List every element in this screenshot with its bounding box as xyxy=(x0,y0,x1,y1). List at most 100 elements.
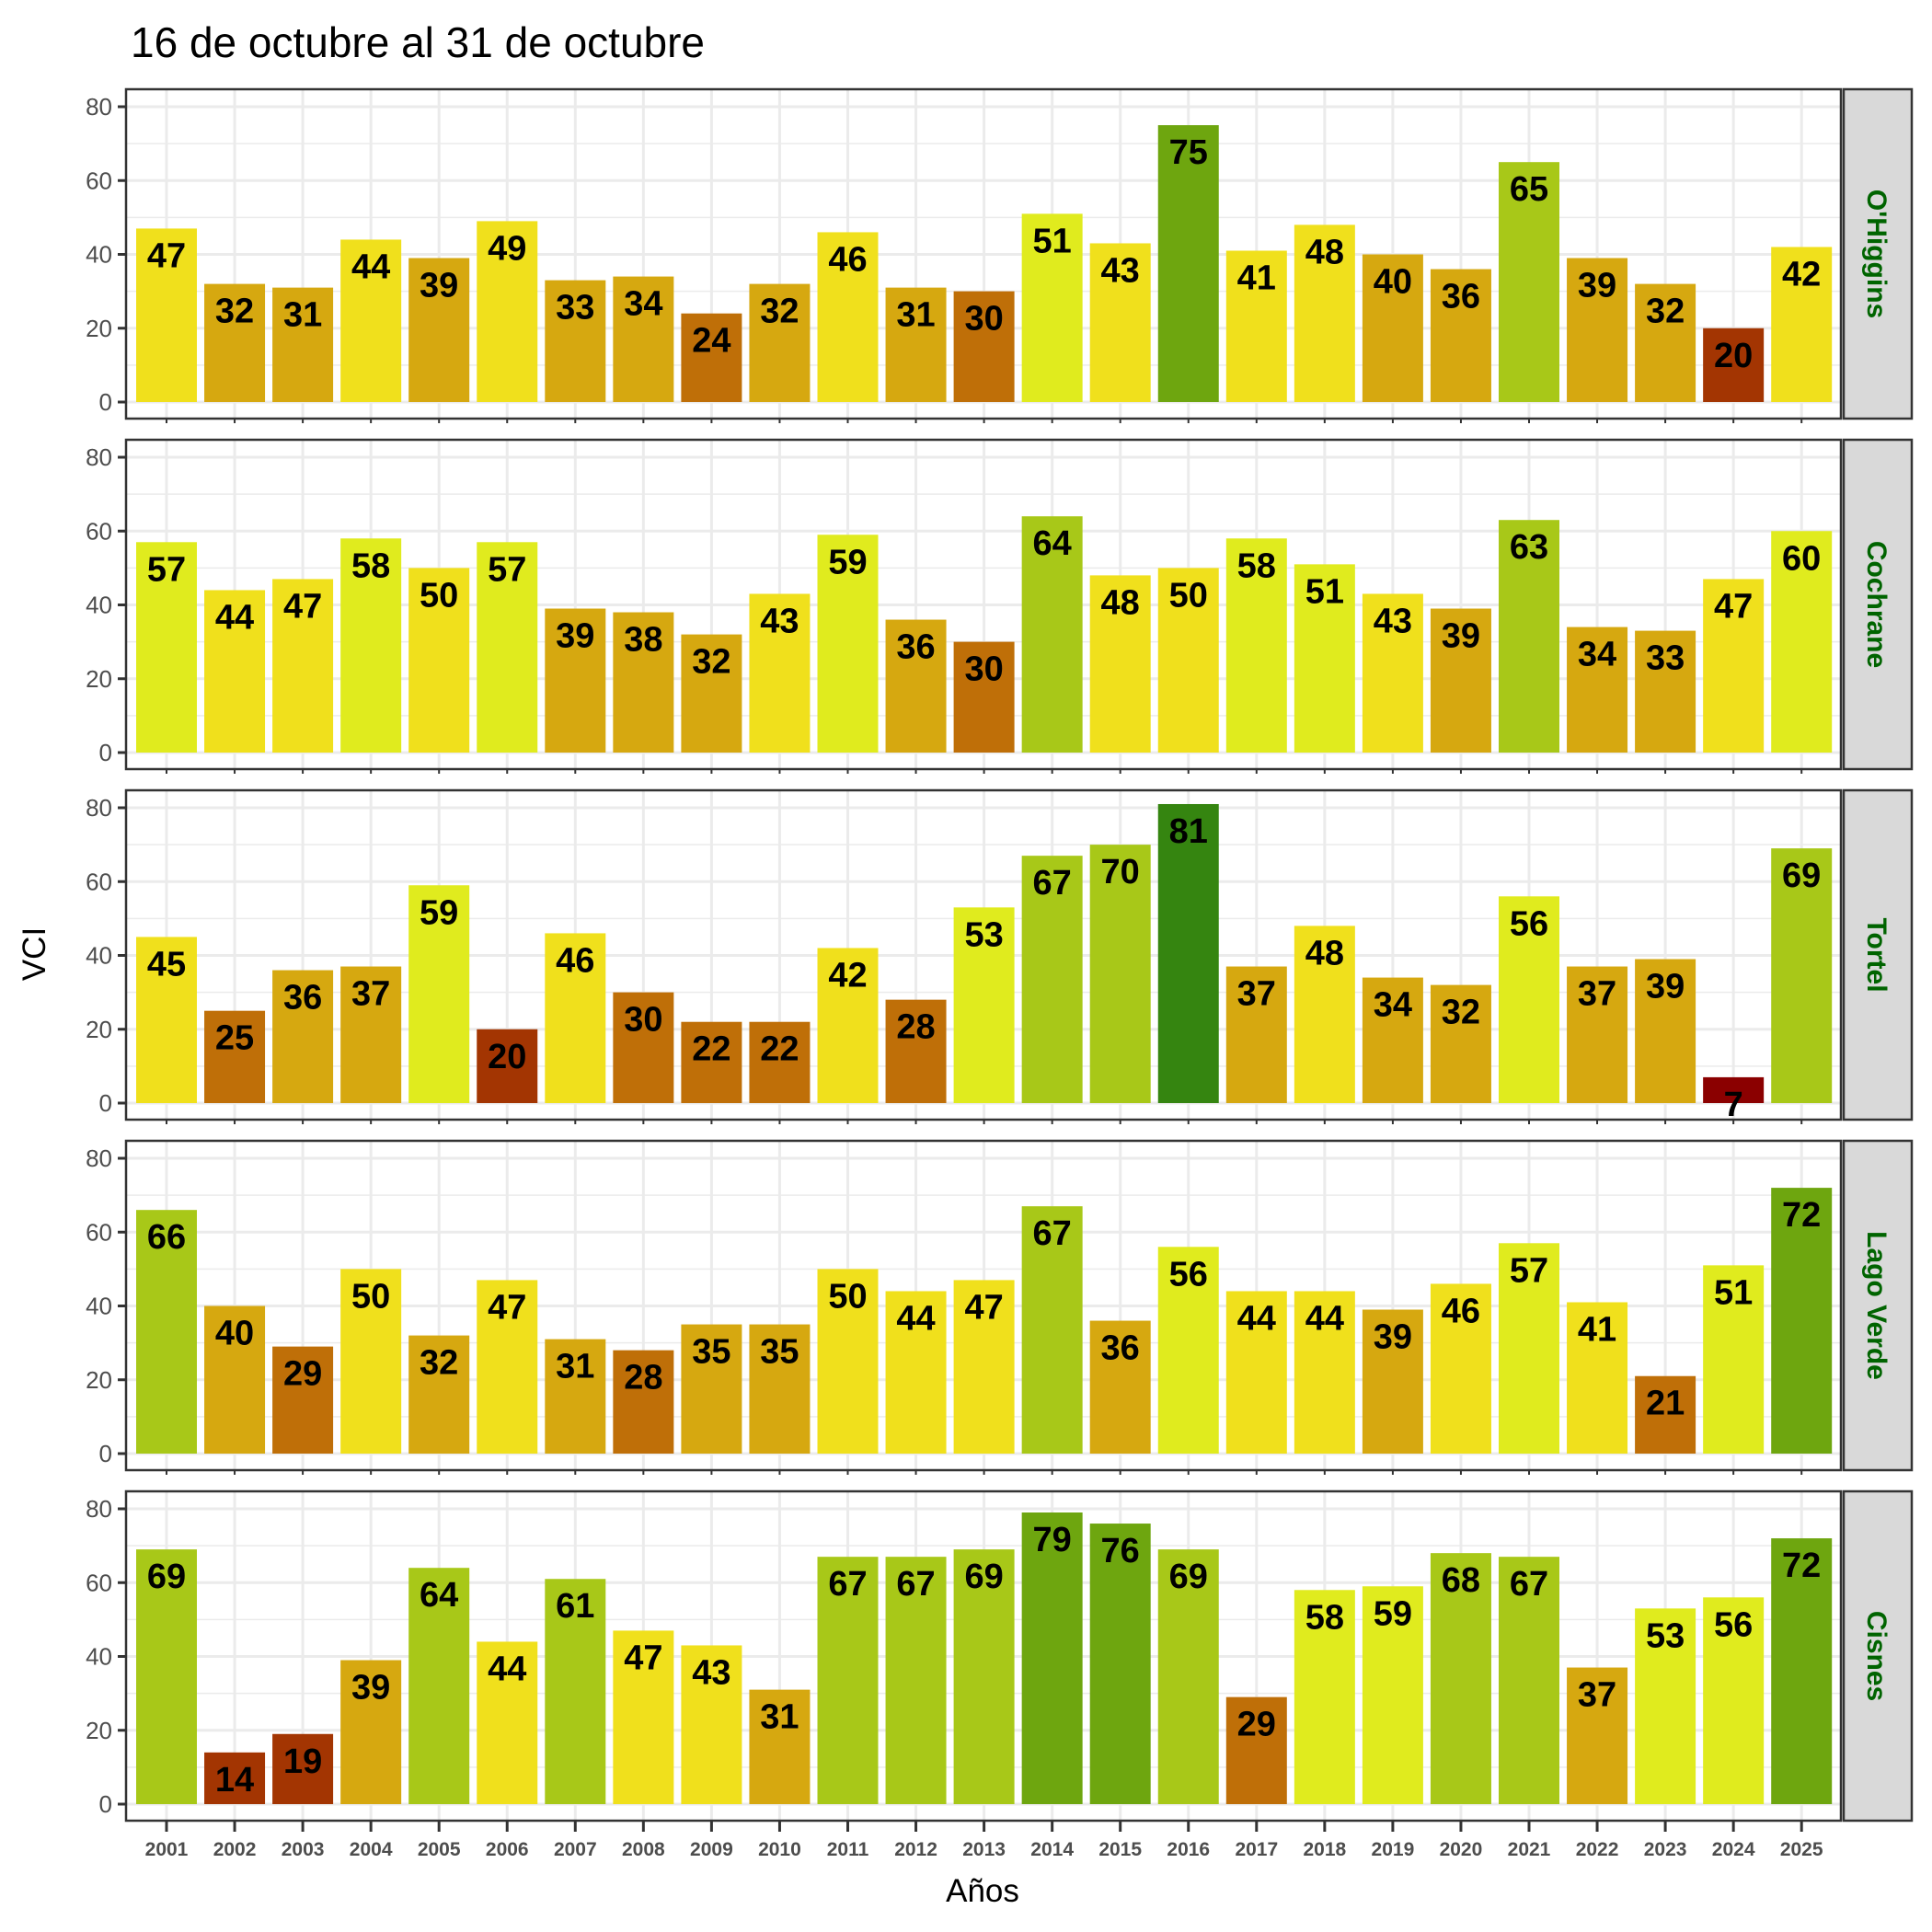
bar-value-label: 60 xyxy=(1782,539,1821,578)
bar-value-label: 38 xyxy=(624,621,662,660)
y-tick-label: 40 xyxy=(86,1643,112,1671)
bar-value-label: 25 xyxy=(215,1019,254,1058)
bar-2010 xyxy=(749,1021,811,1103)
bar-value-label: 48 xyxy=(1305,934,1344,972)
bar-2020 xyxy=(1430,1553,1491,1804)
x-tick-label: 2019 xyxy=(1372,1839,1415,1860)
bar-value-label: 47 xyxy=(488,1288,526,1327)
bar-value-label: 28 xyxy=(896,1008,935,1047)
bar-2023 xyxy=(1635,283,1696,402)
y-axis-title: VCI xyxy=(17,927,52,981)
bar-value-label: 37 xyxy=(1237,975,1276,1014)
facet-strip xyxy=(1842,1489,1914,1823)
y-tick-label: 60 xyxy=(86,517,112,545)
bar-2021 xyxy=(1499,1243,1559,1454)
bar-value-label: 34 xyxy=(1374,986,1412,1025)
bar-2013 xyxy=(953,907,1015,1103)
bar-2016 xyxy=(1157,125,1219,402)
bar-value-label: 37 xyxy=(1578,1676,1616,1715)
bar-2018 xyxy=(1294,926,1355,1103)
panel-o-higgins: 47 32 31 44 39 49 33 34 24 32 46 31 30 51 43 75 41 48 40 36… xyxy=(86,87,1914,423)
bar-2007 xyxy=(545,608,606,753)
bar-value-label: 32 xyxy=(215,293,254,331)
bar-value-label: 57 xyxy=(1510,1251,1548,1290)
bar-2011 xyxy=(817,948,879,1103)
bar-value-label: 72 xyxy=(1782,1196,1821,1235)
bar-value-label: 36 xyxy=(896,628,935,667)
bar-2002 xyxy=(204,1752,266,1804)
bar-2005 xyxy=(408,568,470,753)
bar-2012 xyxy=(885,999,947,1103)
bar-2021 xyxy=(1499,520,1559,753)
bar-value-label: 64 xyxy=(1033,524,1072,563)
bar-value-label: 53 xyxy=(1646,1616,1685,1655)
bar-value-label: 51 xyxy=(1305,572,1344,611)
bar-value-label: 34 xyxy=(624,285,662,324)
x-tick-label: 2024 xyxy=(1712,1839,1755,1860)
bar-value-label: 42 xyxy=(1782,255,1821,293)
bar-value-label: 72 xyxy=(1782,1547,1821,1585)
bar-value-label: 44 xyxy=(896,1299,935,1338)
bar-value-label: 46 xyxy=(828,240,867,279)
bar-value-label: 39 xyxy=(556,617,594,656)
bar-2017 xyxy=(1225,1291,1287,1454)
bar-value-label: 40 xyxy=(1374,263,1412,302)
x-tick-label: 2012 xyxy=(894,1839,937,1860)
bar-value-label: 37 xyxy=(351,975,390,1014)
bar-2014 xyxy=(1021,856,1083,1103)
bar-2007 xyxy=(545,1339,606,1454)
x-tick-label: 2025 xyxy=(1780,1839,1823,1860)
bar-2016 xyxy=(1157,1247,1219,1454)
bar-value-label: 30 xyxy=(964,300,1003,339)
facet-strip xyxy=(1842,788,1914,1121)
y-tick-label: 20 xyxy=(86,315,112,342)
x-tick-label: 2006 xyxy=(486,1839,529,1860)
bar-2003 xyxy=(272,1733,334,1804)
bar-value-label: 51 xyxy=(1033,222,1072,260)
bar-value-label: 39 xyxy=(420,267,458,305)
bar-2008 xyxy=(613,276,674,402)
bar-value-label: 48 xyxy=(1101,583,1140,622)
y-tick-label: 20 xyxy=(86,1717,112,1744)
x-tick-label: 2005 xyxy=(418,1839,461,1860)
bar-value-label: 50 xyxy=(420,576,458,615)
bar-2019 xyxy=(1362,1586,1423,1804)
facet-strip xyxy=(1842,438,1914,771)
bar-value-label: 70 xyxy=(1101,853,1140,891)
bar-value-label: 43 xyxy=(1101,251,1140,290)
bar-2020 xyxy=(1430,608,1491,753)
bar-value-label: 47 xyxy=(283,587,322,626)
panel-cisnes: 69 14 19 39 64 44 61 47 43 31 67 67 69 79 76 69 29 58 59 68… xyxy=(86,1489,1914,1860)
bar-2013 xyxy=(953,291,1015,402)
bar-2024 xyxy=(1703,1597,1765,1804)
bar-value-label: 14 xyxy=(215,1761,254,1800)
y-tick-label: 40 xyxy=(86,1293,112,1320)
bar-2012 xyxy=(885,619,947,753)
bar-2005 xyxy=(408,885,470,1103)
bar-2001 xyxy=(136,542,197,753)
facet-strip-label: Lago Verde xyxy=(1861,1231,1892,1380)
bar-2012 xyxy=(885,1291,947,1454)
bar-value-label: 61 xyxy=(556,1587,594,1626)
bar-value-label: 39 xyxy=(1578,267,1616,305)
bar-2025 xyxy=(1771,247,1833,402)
bar-2019 xyxy=(1362,254,1423,402)
bar-value-label: 24 xyxy=(692,322,730,361)
bar-value-label: 43 xyxy=(1374,602,1412,640)
bar-2017 xyxy=(1225,1696,1287,1804)
x-tick-label: 2017 xyxy=(1235,1839,1278,1860)
bar-2016 xyxy=(1157,568,1219,753)
bar-2016 xyxy=(1157,803,1219,1103)
bar-2024 xyxy=(1703,1265,1765,1454)
bar-2005 xyxy=(408,258,470,402)
bar-2019 xyxy=(1362,977,1423,1103)
facet-strip-label: Cisnes xyxy=(1861,1611,1892,1701)
bar-value-label: 32 xyxy=(760,293,799,331)
bar-value-label: 39 xyxy=(1646,968,1685,1006)
bar-value-label: 19 xyxy=(283,1742,322,1781)
bar-2023 xyxy=(1635,1375,1696,1454)
bar-value-label: 33 xyxy=(1646,639,1685,678)
bar-2010 xyxy=(749,1689,811,1804)
x-tick-label: 2002 xyxy=(213,1839,257,1860)
